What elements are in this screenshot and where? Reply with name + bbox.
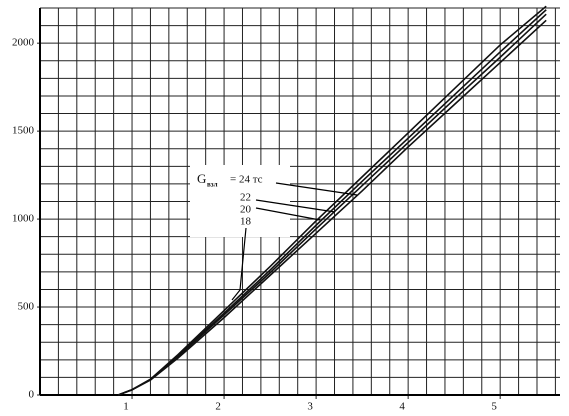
y-tick-label: 0 [29,389,35,401]
x-tick-label: 2 [215,401,221,413]
x-tick-label: 4 [399,401,405,413]
legend-subscript: взл [207,181,218,189]
series-line [117,19,547,396]
legend-label: 22 [240,192,251,204]
legend-symbol: G [197,171,206,186]
x-tick-label: 1 [123,401,129,413]
legend-label: = 24 тс [230,174,263,186]
y-tick-label: 1000 [12,213,35,225]
leader-line [255,199,336,213]
legend-label: 18 [240,216,252,228]
legend-label: 20 [240,204,252,216]
leader-lines [231,182,358,301]
y-tick-label: 1500 [12,125,35,137]
y-tick-label: 2000 [12,37,35,49]
x-tick-label: 5 [491,401,497,413]
leader-line [255,207,321,221]
leader-line [231,227,247,301]
leader-line [275,182,358,196]
x-tick-label: 3 [307,401,313,413]
legend-box [190,165,290,237]
y-tick-label: 500 [18,301,35,313]
